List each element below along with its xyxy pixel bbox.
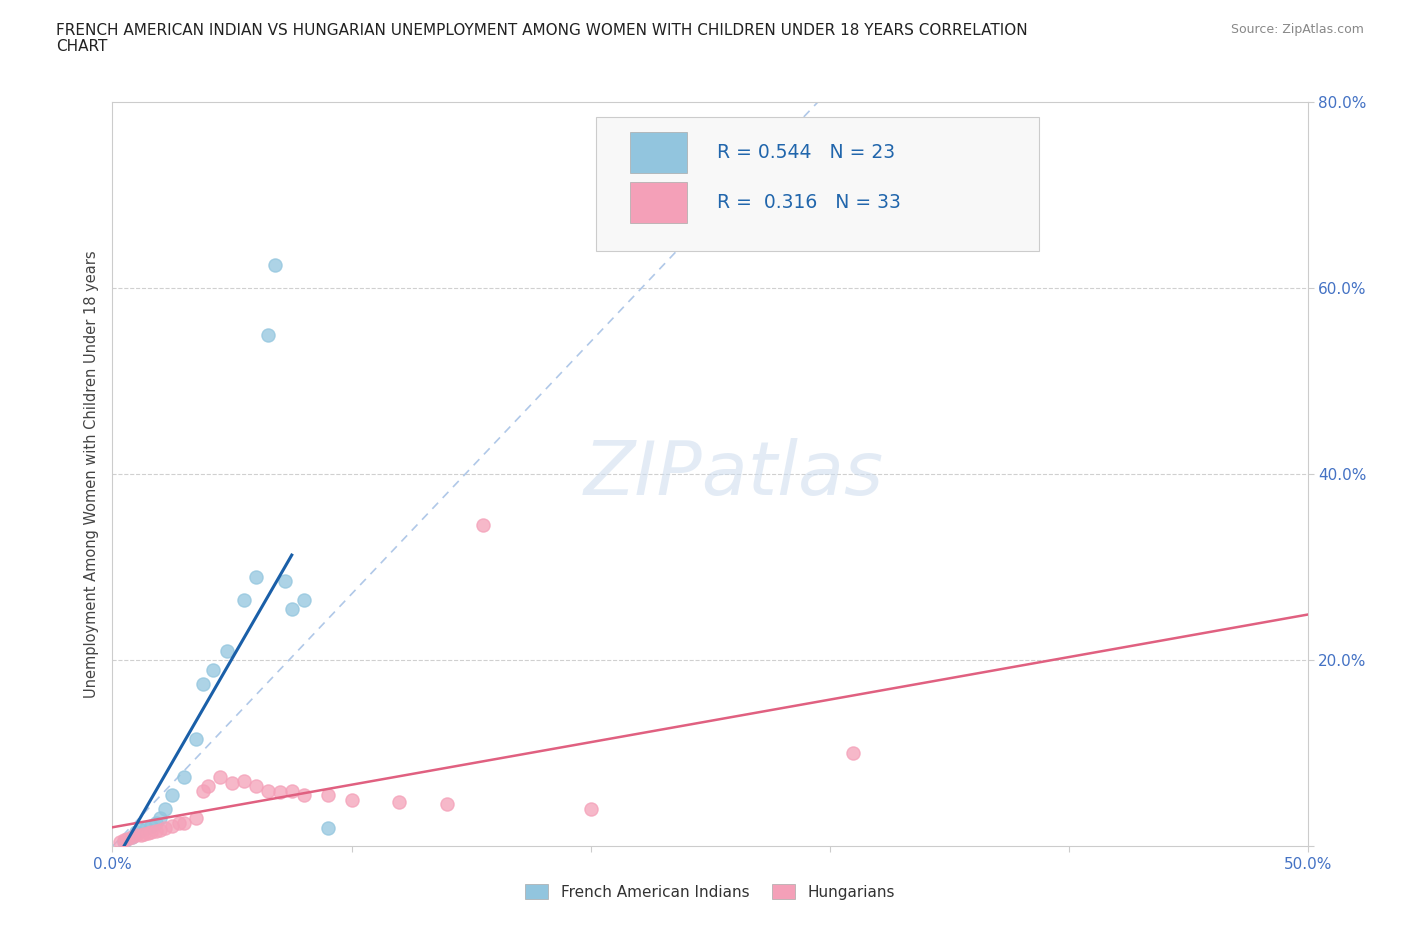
Point: [264, 258, 287, 272]
Point: [125, 825, 148, 840]
Point: [149, 822, 172, 837]
Point: [135, 820, 157, 835]
Point: [139, 818, 162, 833]
Point: [162, 818, 183, 833]
Point: [173, 816, 195, 830]
Point: [153, 802, 176, 817]
Point: [217, 644, 239, 658]
Point: [245, 778, 267, 793]
Point: [169, 816, 191, 830]
Point: [125, 828, 148, 843]
Point: [245, 569, 267, 584]
FancyBboxPatch shape: [630, 132, 688, 173]
Point: [114, 832, 135, 847]
Point: [472, 518, 495, 533]
Point: [316, 788, 339, 803]
Point: [232, 592, 256, 607]
Point: [145, 816, 167, 830]
Point: [149, 811, 172, 826]
Point: [197, 778, 219, 793]
Point: [129, 828, 152, 843]
Point: [153, 820, 176, 835]
Point: [186, 732, 208, 747]
Point: [221, 776, 243, 790]
Point: [201, 662, 224, 677]
Point: [186, 811, 208, 826]
Point: [292, 592, 315, 607]
Point: [842, 746, 865, 761]
Point: [579, 802, 602, 817]
Point: [257, 327, 280, 342]
Point: [138, 826, 160, 841]
Point: [281, 783, 304, 798]
Point: [257, 783, 280, 798]
Point: [316, 820, 339, 835]
Point: [139, 825, 162, 840]
Point: [388, 794, 411, 809]
FancyBboxPatch shape: [596, 117, 1039, 251]
Point: [269, 785, 291, 800]
Text: R =  0.316   N = 33: R = 0.316 N = 33: [717, 193, 901, 212]
Point: [193, 783, 215, 798]
Y-axis label: Unemployment Among Women with Children Under 18 years: Unemployment Among Women with Children U…: [84, 250, 100, 698]
Text: ZIPatlas: ZIPatlas: [583, 438, 884, 511]
Point: [162, 788, 183, 803]
Point: [121, 830, 143, 844]
Point: [121, 830, 143, 844]
Point: [108, 834, 131, 849]
Point: [114, 834, 135, 849]
Point: [340, 792, 363, 807]
Point: [273, 574, 295, 589]
Point: [232, 774, 256, 789]
Text: FRENCH AMERICAN INDIAN VS HUNGARIAN UNEMPLOYMENT AMONG WOMEN WITH CHILDREN UNDER: FRENCH AMERICAN INDIAN VS HUNGARIAN UNEM…: [56, 23, 1028, 38]
Point: [132, 827, 155, 842]
Point: [208, 769, 231, 784]
Text: CHART: CHART: [56, 39, 108, 54]
Point: [129, 822, 152, 837]
Point: [193, 676, 215, 691]
Point: [173, 769, 195, 784]
Point: [115, 831, 138, 846]
FancyBboxPatch shape: [630, 182, 688, 223]
Legend: French American Indians, Hungarians: French American Indians, Hungarians: [519, 878, 901, 906]
Point: [145, 824, 167, 839]
Text: Source: ZipAtlas.com: Source: ZipAtlas.com: [1230, 23, 1364, 36]
Point: [281, 602, 304, 617]
Point: [292, 788, 315, 803]
Point: [436, 797, 458, 812]
Text: R = 0.544   N = 23: R = 0.544 N = 23: [717, 143, 896, 163]
